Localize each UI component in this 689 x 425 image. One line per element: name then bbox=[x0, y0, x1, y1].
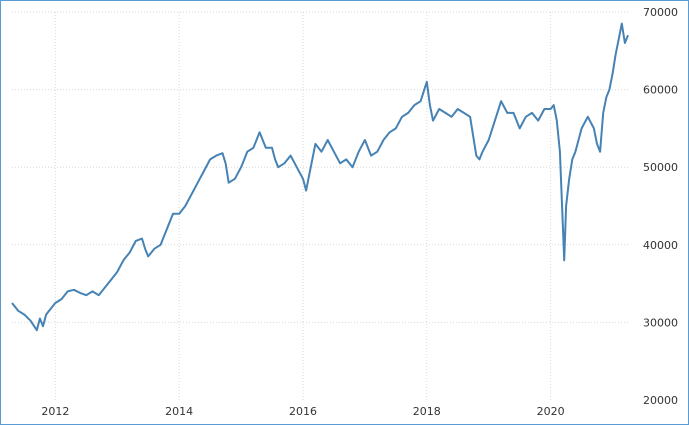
x-tick-label: 2018 bbox=[413, 405, 441, 418]
y-tick-label: 40000 bbox=[643, 239, 678, 252]
y-tick-label: 30000 bbox=[643, 316, 678, 329]
x-tick-label: 2020 bbox=[537, 405, 565, 418]
x-axis-tick-labels: 2012 2014 2016 2018 2020 bbox=[41, 405, 564, 418]
x-tick-label: 2014 bbox=[165, 405, 193, 418]
grid-lines bbox=[12, 11, 628, 400]
x-tick-label: 2012 bbox=[41, 405, 69, 418]
y-tick-label: 60000 bbox=[643, 84, 678, 97]
y-tick-label: 20000 bbox=[643, 394, 678, 407]
y-tick-label: 70000 bbox=[643, 6, 678, 19]
x-tick-label: 2016 bbox=[289, 405, 317, 418]
y-axis-tick-labels: 20000 30000 40000 50000 60000 70000 bbox=[643, 6, 678, 407]
series-line bbox=[11, 22, 629, 332]
y-tick-label: 50000 bbox=[643, 161, 678, 174]
